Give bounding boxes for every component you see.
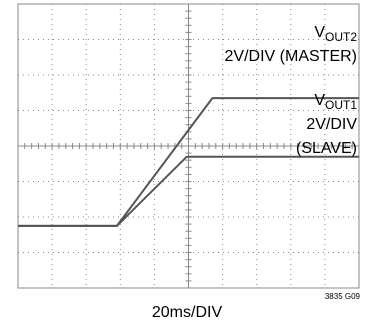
x-axis-scale-label: 20ms/DIV <box>152 304 223 321</box>
grid <box>17 3 360 289</box>
vout1-label: VOUT1 <box>314 92 357 112</box>
vout1-scale-label: 2V/DIV <box>306 116 357 133</box>
vout2-symbol: V <box>314 24 325 41</box>
vout2-label: VOUT2 <box>314 24 357 44</box>
vout2-scale-label: 2V/DIV (MASTER) <box>225 48 357 65</box>
vout1-symbol: V <box>314 92 325 109</box>
vout1-role-label: (SLAVE) <box>296 140 357 157</box>
traces <box>18 97 359 227</box>
plot-frame <box>17 3 360 289</box>
vout2-subscript: OUT2 <box>325 30 357 44</box>
figure-code: 3835 G09 <box>325 292 361 301</box>
trace-vout1 <box>18 155 359 227</box>
vout1-subscript: OUT1 <box>325 98 357 112</box>
